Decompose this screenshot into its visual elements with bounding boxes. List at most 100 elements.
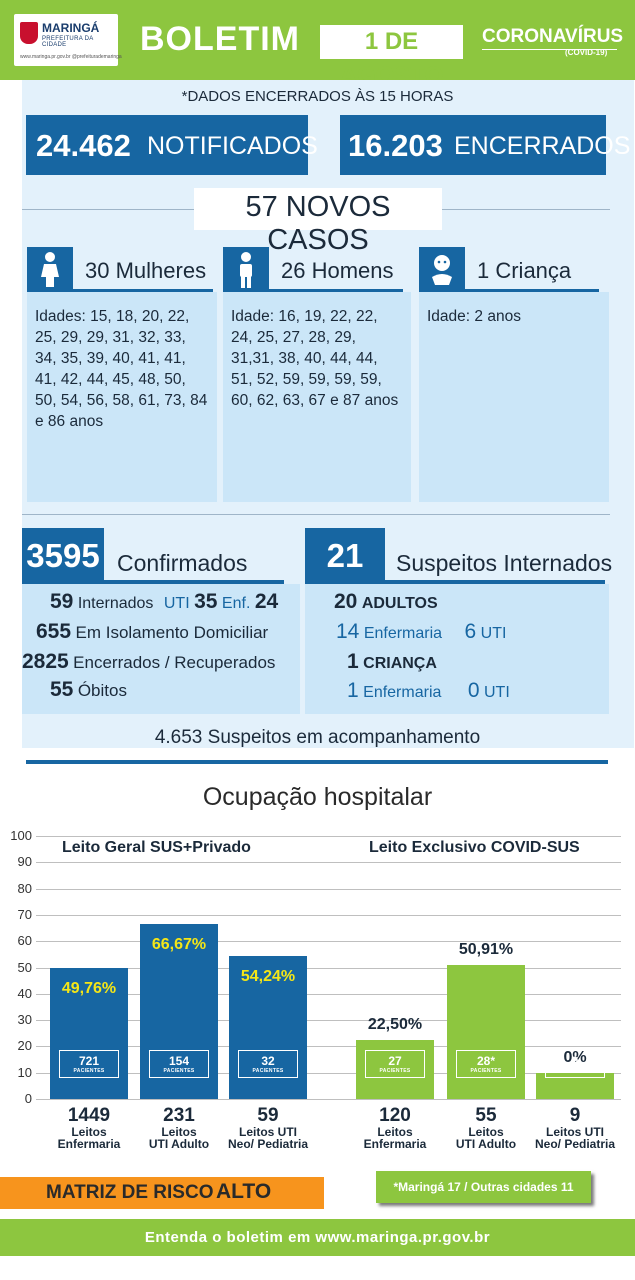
men-underline <box>223 289 403 292</box>
bed-count: 59 <box>257 1105 279 1126</box>
bed-caption: 9 Leitos UTI Neo/ Pediatria <box>520 1105 630 1151</box>
adults-icu-label: UTI <box>480 625 507 642</box>
men-header: 26 Homens <box>223 247 403 293</box>
bed-type-line2: Enfermaria <box>363 1137 427 1151</box>
encerrados-count: 16.203 <box>348 128 443 163</box>
bed-count: 120 <box>379 1105 411 1126</box>
occupancy-percent-label: 66,67% <box>151 936 207 953</box>
deaths-count: 55 <box>50 678 74 701</box>
adults-label: ADULTOS <box>361 595 438 612</box>
occupancy-percent-label: 54,24% <box>240 968 296 985</box>
gridline <box>36 1073 621 1074</box>
gridline <box>36 941 621 942</box>
deaths-row: 55 Óbitos <box>50 678 127 702</box>
patients-badge: 154 PACIENTES <box>149 1050 209 1078</box>
patients-badge: 32 PACIENTES <box>238 1050 298 1078</box>
occupancy-percent-label: 50,91% <box>458 941 514 958</box>
notificados-label: NOTIFICADOS <box>147 132 318 160</box>
page-title: BOLETIM <box>140 20 300 58</box>
icu-label: UTI <box>163 595 190 612</box>
patients-label: PACIENTES <box>163 1068 195 1074</box>
coronavirus-label: CORONAVÍRUS <box>482 26 624 47</box>
women-ages: Idades: 15, 18, 20, 22, 25, 29, 29, 31, … <box>27 292 217 502</box>
patients-count: 28* <box>476 1054 496 1068</box>
children-label: CRIANÇA <box>363 655 437 672</box>
bed-type-line2: Neo/ Pediatria <box>227 1137 309 1151</box>
recovered-count: 2825 <box>22 650 69 673</box>
bed-type-line2: UTI Adulto <box>148 1137 210 1151</box>
hospitalized-label: Internados <box>77 595 154 612</box>
gridline <box>36 1020 621 1021</box>
footer-link[interactable]: Entenda o boletim em www.maringa.pr.gov.… <box>0 1219 635 1256</box>
adults-breakdown-row: 14 Enfermaria 6 UTI <box>336 620 506 644</box>
y-tick-label: 80 <box>17 881 32 896</box>
notificados-count: 24.462 <box>36 128 131 163</box>
chart-separator <box>26 760 608 764</box>
logo-city-name: MARINGÁ <box>42 21 100 35</box>
city-logo[interactable]: MARINGÁ PREFEITURA DA CIDADE www.maringa… <box>14 14 122 66</box>
bed-type-line1: Leitos <box>161 1125 197 1139</box>
children-icu-label: UTI <box>483 684 510 701</box>
gridline <box>36 1099 621 1100</box>
women-count: 30 Mulheres <box>85 258 207 283</box>
icu-origin-note: *Maringá 17 / Outras cidades 11 <box>376 1171 591 1203</box>
gridline <box>36 968 621 969</box>
patients-count: 721 <box>78 1054 100 1068</box>
children-ward-count: 1 <box>347 679 359 702</box>
occupancy-bar <box>356 1040 434 1099</box>
icu-count: 35 <box>194 590 218 613</box>
children-ward-label: Enfermaria <box>363 684 442 701</box>
bed-type-line1: Leitos <box>468 1125 504 1139</box>
encerrados-box: 16.203 ENCERRADOS <box>340 115 630 175</box>
patients-count: 0 <box>571 1054 579 1068</box>
adults-ward-count: 14 <box>336 620 360 643</box>
y-tick-label: 100 <box>10 828 32 843</box>
data-cutoff-note: *DADOS ENCERRADOS ÀS 15 HORAS <box>181 88 454 105</box>
child-header: 1 Criança <box>419 247 599 293</box>
suspects-header: 21 Suspeitos Internados <box>305 528 612 588</box>
recovered-label: Encerrados / Recuperados <box>73 653 276 672</box>
men-count: 26 Homens <box>281 258 394 283</box>
isolation-count: 655 <box>36 620 72 643</box>
bed-count: 9 <box>569 1105 581 1126</box>
section-divider <box>22 514 610 515</box>
woman-icon <box>27 247 73 293</box>
gridline <box>36 862 621 863</box>
bed-type-line2: UTI Adulto <box>455 1137 517 1151</box>
patients-badge: 27 PACIENTES <box>365 1050 425 1078</box>
suspects-underline <box>305 580 605 584</box>
logo-subtitle: PREFEITURA DA CIDADE <box>42 36 94 48</box>
chart-group-title: Leito Geral SUS+Privado <box>62 839 251 856</box>
patients-count: 32 <box>261 1054 275 1068</box>
ward-label: Enf. <box>221 595 251 612</box>
bed-count: 231 <box>163 1105 195 1126</box>
y-tick-label: 30 <box>17 1012 32 1027</box>
y-tick-label: 10 <box>17 1065 32 1080</box>
bed-type-line1: Leitos UTI <box>238 1125 297 1139</box>
gridline <box>36 1046 621 1047</box>
patients-count: 154 <box>168 1054 190 1068</box>
y-tick-label: 70 <box>17 907 32 922</box>
suspects-count: 21 <box>305 528 385 584</box>
gridline <box>36 836 621 837</box>
patients-label: PACIENTES <box>252 1068 284 1074</box>
new-cases-heading: 57 NOVOS CASOS <box>245 191 391 256</box>
child-underline <box>419 289 599 292</box>
children-count: 1 <box>347 650 359 673</box>
patients-label: PACIENTES <box>73 1068 105 1074</box>
occupancy-percent-label: 0% <box>563 1049 587 1066</box>
bed-type-line2: Enfermaria <box>57 1137 121 1151</box>
city-crest-icon <box>20 22 38 44</box>
hospitalized-count: 59 <box>50 590 74 613</box>
deaths-label: Óbitos <box>77 681 127 700</box>
men-ages: Idade: 16, 19, 22, 22, 24, 25, 27, 28, 2… <box>223 292 411 502</box>
confirmed-details <box>22 584 300 714</box>
bed-count: 1449 <box>67 1105 111 1126</box>
gridline <box>36 915 621 916</box>
isolation-label: Em Isolamento Domiciliar <box>75 623 269 642</box>
man-icon <box>223 247 269 293</box>
bed-type-line2: Neo/ Pediatria <box>534 1137 616 1151</box>
patients-badge: 721 PACIENTES <box>59 1050 119 1078</box>
baby-icon <box>419 247 465 293</box>
bed-type-line1: Leitos <box>71 1125 107 1139</box>
